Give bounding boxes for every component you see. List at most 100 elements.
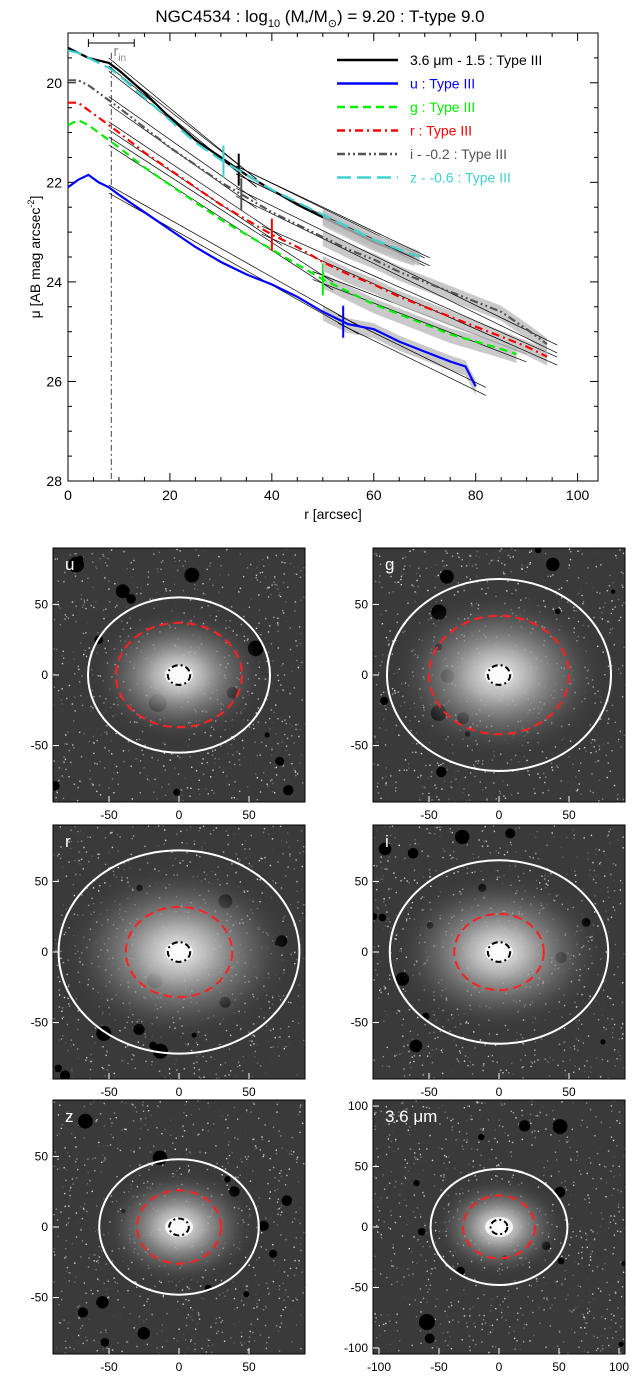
noise-pixel <box>287 1296 289 1298</box>
noise-pixel <box>58 989 60 991</box>
noise-pixel <box>589 790 592 793</box>
noise-pixel <box>287 1275 289 1277</box>
noise-pixel <box>463 1139 465 1141</box>
noise-pixel <box>256 579 258 581</box>
noise-pixel <box>497 869 499 872</box>
noise-pixel <box>201 1347 203 1350</box>
noise-pixel <box>288 754 290 756</box>
noise-pixel <box>427 1045 430 1048</box>
noise-pixel <box>407 763 410 765</box>
noise-pixel <box>63 776 65 779</box>
noise-pixel <box>131 1180 134 1183</box>
noise-pixel <box>453 778 456 781</box>
noise-pixel <box>620 857 623 860</box>
noise-pixel <box>269 728 271 730</box>
noise-pixel <box>250 1111 252 1113</box>
noise-pixel <box>481 789 484 791</box>
noise-pixel <box>205 1351 208 1353</box>
noise-pixel <box>156 798 158 800</box>
noise-pixel <box>80 858 83 861</box>
noise-pixel <box>565 1298 567 1301</box>
noise-pixel <box>210 739 212 742</box>
noise-pixel <box>385 904 387 906</box>
noise-pixel <box>219 1294 221 1296</box>
noise-pixel <box>258 1256 260 1259</box>
noise-pixel <box>256 1318 259 1320</box>
noise-pixel <box>297 723 299 725</box>
noise-pixel <box>58 1304 60 1306</box>
noise-pixel <box>227 1114 229 1116</box>
noise-pixel <box>97 1259 99 1262</box>
noise-pixel <box>164 1128 166 1131</box>
noise-pixel <box>267 785 269 787</box>
noise-pixel <box>53 1165 55 1168</box>
noise-pixel <box>299 1111 301 1113</box>
noise-pixel <box>75 873 77 875</box>
noise-pixel <box>92 707 94 709</box>
noise-pixel <box>543 772 545 775</box>
x-tick-label: 50 <box>242 808 256 822</box>
noise-pixel <box>474 566 477 569</box>
noise-pixel <box>474 1278 476 1281</box>
noise-pixel <box>610 916 613 918</box>
noise-pixel <box>92 784 94 786</box>
noise-pixel <box>289 1267 292 1270</box>
noise-pixel <box>198 1068 200 1071</box>
noise-pixel <box>136 1286 138 1288</box>
noise-pixel <box>457 1060 460 1062</box>
noise-pixel <box>274 1264 276 1266</box>
noise-pixel <box>234 1323 237 1326</box>
noise-pixel <box>206 1168 209 1171</box>
noise-pixel <box>229 728 231 730</box>
noise-pixel <box>586 1060 588 1062</box>
chart-title: NGC4534 : log10 (M*/M⊙) = 9.20 : T-type … <box>155 7 484 30</box>
noise-pixel <box>93 1101 95 1103</box>
noise-pixel <box>209 736 211 738</box>
noise-pixel <box>217 610 220 612</box>
noise-pixel <box>545 1128 547 1130</box>
noise-pixel <box>176 833 178 835</box>
noise-pixel <box>150 1114 152 1116</box>
noise-pixel <box>64 1205 66 1208</box>
noise-pixel <box>590 1306 592 1309</box>
noise-pixel <box>149 1151 152 1153</box>
noise-pixel <box>612 880 615 882</box>
noise-pixel <box>490 560 492 562</box>
noise-pixel <box>434 826 436 829</box>
noise-pixel <box>456 858 458 860</box>
noise-pixel <box>95 1260 98 1263</box>
noise-pixel <box>205 788 207 790</box>
noise-pixel <box>263 1017 265 1019</box>
noise-pixel <box>92 1254 94 1257</box>
noise-pixel <box>239 1328 241 1330</box>
noise-pixel <box>151 1061 153 1063</box>
noise-pixel <box>414 591 416 593</box>
noise-pixel <box>133 1151 135 1154</box>
noise-pixel <box>89 1179 91 1182</box>
noise-pixel <box>198 1318 201 1320</box>
noise-pixel <box>61 1007 64 1009</box>
noise-pixel <box>396 621 398 624</box>
noise-pixel <box>449 830 452 833</box>
noise-pixel <box>225 1157 228 1160</box>
noise-pixel <box>133 1058 136 1060</box>
noise-pixel <box>258 594 260 596</box>
noise-pixel <box>65 768 67 771</box>
noise-pixel <box>215 1317 218 1320</box>
noise-pixel <box>89 1060 92 1063</box>
noise-pixel <box>85 1292 87 1294</box>
noise-pixel <box>598 1004 600 1006</box>
noise-pixel <box>55 611 57 613</box>
noise-pixel <box>289 563 292 565</box>
noise-pixel <box>269 1061 271 1063</box>
noise-pixel <box>440 571 442 573</box>
noise-pixel <box>161 786 163 788</box>
noise-pixel <box>434 779 436 781</box>
noise-pixel <box>387 993 389 995</box>
noise-pixel <box>547 789 550 792</box>
noise-pixel <box>606 710 608 712</box>
noise-pixel <box>491 559 493 562</box>
noise-pixel <box>73 696 76 698</box>
noise-pixel <box>404 717 406 720</box>
